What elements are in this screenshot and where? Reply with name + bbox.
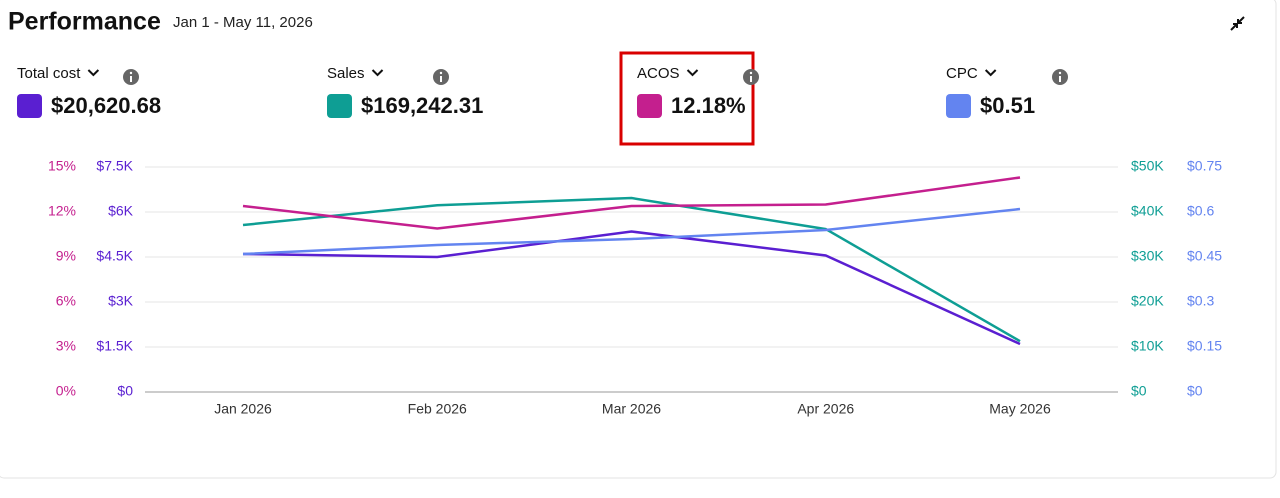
y-tick-label: $7.5K <box>96 158 133 174</box>
metric-value: $169,242.31 <box>361 93 483 118</box>
metric-value: $20,620.68 <box>51 93 161 118</box>
metric-card[interactable]: Sales $169,242.31 <box>327 65 483 118</box>
dropdown-chevron[interactable] <box>371 69 384 77</box>
x-tick-label: May 2026 <box>989 401 1051 417</box>
y-tick-label: $40K <box>1131 203 1164 219</box>
y-tick-label: $0.3 <box>1187 293 1214 309</box>
info-dot <box>129 71 133 75</box>
y-tick-label: $1.5K <box>96 338 133 354</box>
series-line <box>242 230 1021 346</box>
dropdown-chevron[interactable] <box>686 69 699 77</box>
metric-swatch <box>327 94 352 118</box>
info-glyph <box>750 76 752 82</box>
metric-swatch <box>637 94 662 118</box>
info-glyph <box>130 76 132 82</box>
info-glyph <box>1059 76 1061 82</box>
x-tick-label: Jan 2026 <box>214 401 272 417</box>
y-tick-label: 9% <box>56 248 76 264</box>
metric-swatch <box>946 94 971 118</box>
collapse-button[interactable] <box>1230 16 1245 31</box>
x-tick-label: Feb 2026 <box>408 401 467 417</box>
y-tick-label: $0.75 <box>1187 158 1222 174</box>
metric-label: Sales <box>327 65 365 82</box>
y-tick-label: $0.15 <box>1187 338 1222 354</box>
y-tick-label: $0 <box>1131 383 1147 399</box>
title: Performance <box>8 8 161 36</box>
y-tick-label: $50K <box>1131 158 1164 174</box>
y-tick-label: $20K <box>1131 293 1164 309</box>
x-tick-label: Mar 2026 <box>602 401 661 417</box>
metric-card[interactable]: CPC$0.51 <box>946 65 1068 118</box>
dropdown-chevron[interactable] <box>87 69 100 77</box>
metric-swatch <box>17 94 42 118</box>
y-tick-label: 6% <box>56 293 76 309</box>
y-tick-label: 0% <box>56 383 76 399</box>
date-range: Jan 1 - May 11, 2026 <box>173 14 313 31</box>
metric-card[interactable]: ACOS 12.18% <box>637 65 759 118</box>
metric-label: Total cost <box>17 65 81 82</box>
metric-value: $0.51 <box>980 93 1035 118</box>
y-tick-label: 15% <box>48 158 76 174</box>
info-glyph <box>440 76 442 82</box>
metric-label: ACOS <box>637 65 680 82</box>
y-tick-label: $30K <box>1131 248 1164 264</box>
series-line <box>242 207 1021 256</box>
series-line <box>242 176 1021 230</box>
info-dot <box>1058 71 1062 75</box>
info-dot <box>749 71 753 75</box>
y-tick-label: $4.5K <box>96 248 133 264</box>
series-line <box>242 196 1021 343</box>
metric-card[interactable]: Total cost $20,620.68 <box>17 65 161 118</box>
x-tick-label: Apr 2026 <box>797 401 854 417</box>
y-tick-label: 3% <box>56 338 76 354</box>
info-dot <box>439 71 443 75</box>
dropdown-chevron[interactable] <box>984 69 997 77</box>
y-tick-label: $6K <box>108 203 134 219</box>
y-tick-label: $0.45 <box>1187 248 1222 264</box>
metric-label: CPC <box>946 65 978 82</box>
y-tick-label: 12% <box>48 203 76 219</box>
metric-value: 12.18% <box>671 93 746 118</box>
y-tick-label: $0.6 <box>1187 203 1214 219</box>
y-tick-label: $0 <box>117 383 133 399</box>
y-tick-label: $3K <box>108 293 134 309</box>
y-tick-label: $0 <box>1187 383 1203 399</box>
y-tick-label: $10K <box>1131 338 1164 354</box>
highlight-box <box>619 51 755 146</box>
